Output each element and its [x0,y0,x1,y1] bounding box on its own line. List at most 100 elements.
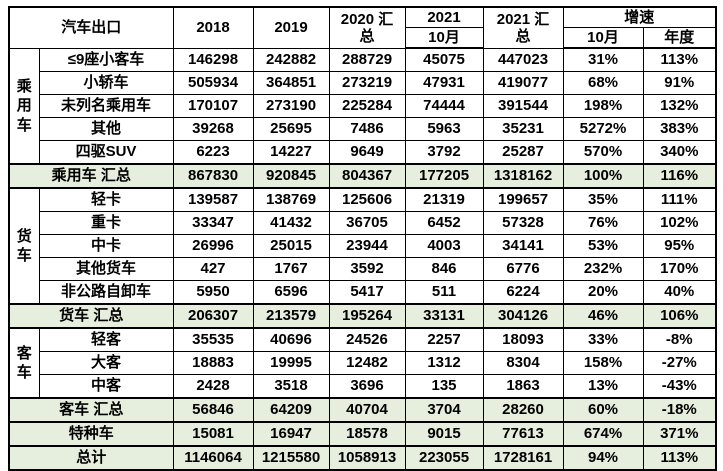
cell-value: 198% [562,94,644,118]
header-col-2021-total: 2021 汇 总 [482,6,564,49]
cell-value: 505934 [172,71,254,95]
cell-value: 364851 [252,71,330,95]
cell-value: 225284 [328,94,406,118]
cell-value: 94% [562,445,644,471]
cell-value: 46% [562,303,644,329]
cell-value: 1728161 [482,445,564,471]
row-label: 未列名乘用车 [38,94,174,118]
cell-value: 45075 [404,47,484,72]
table-row: 其他 39268 25695 7486 5963 35231 5272% 383% [9,117,717,141]
cell-value: 3518 [252,374,330,399]
cell-value: 138769 [252,187,330,212]
header-col-2020-total: 2020 汇 总 [328,6,406,49]
row-label: 轻客 [38,327,174,352]
table-row: 中卡 26996 25015 23944 4003 34141 53% 95% [9,234,717,258]
cell-value: 9015 [404,421,484,447]
cell-value: 804367 [328,163,406,189]
table-row: 客车 轻客 35535 40696 24526 2257 18093 33% -8% [8,327,717,399]
cell-value: 35231 [482,117,564,141]
row-label: 非公路自卸车 [38,280,174,305]
cell-value: 170% [642,257,717,281]
summary-row: 总计 1146064 1215580 1058913 223055 1728161 94% 1… [8,445,717,471]
cell-value: 25287 [482,140,564,165]
summary-label: 特种车 [8,421,174,447]
cell-value: 1215580 [252,445,330,471]
header-growth: 增速 [562,6,717,28]
cell-value: 6776 [482,257,564,281]
group-label: 货车 [8,187,40,305]
cell-value: 76% [562,211,644,235]
cell-value: 242882 [252,47,330,72]
cell-value: 3792 [404,140,484,165]
cell-value: 106% [642,303,717,329]
cell-value: 12482 [328,351,406,375]
group-label: 乘用车 [8,47,40,165]
cell-value: 206307 [172,303,254,329]
table-row: 小轿车 505934 364851 273219 47931 419077 68% 91% [9,71,717,95]
cell-value: 920845 [252,163,330,189]
cell-value: 146298 [172,47,254,72]
cell-value: 35535 [172,327,254,352]
cell-value: 77613 [482,421,564,447]
car-export-table: 汽车出口 2018 2019 2020 汇 总 2021 2021 汇 总增速 10月 10月… [8,6,718,471]
table-row: 非公路自卸车 5950 6596 5417 511 6224 20% 40% [9,280,717,305]
cell-value: 40% [642,280,717,305]
cell-value: 139587 [172,187,254,212]
cell-value: 102% [642,211,717,235]
row-label: ≤9座小客车 [38,47,174,72]
cell-value: 5272% [562,117,644,141]
cell-value: 39268 [172,117,254,141]
summary-row: 乘用车 汇总 867830 920845 804367 177205 1318162 100… [8,163,717,189]
cell-value: 23944 [328,234,406,258]
cell-value: 125606 [328,187,406,212]
cell-value: 1312 [404,351,484,375]
cell-value: 6223 [172,140,254,165]
cell-value: 391544 [482,94,564,118]
summary-row: 特种车 15081 16947 18578 9015 77613 674% 371% [8,421,717,447]
cell-value: 64209 [252,397,330,423]
cell-value: 3592 [328,257,406,281]
cell-value: 213579 [252,303,330,329]
cell-value: 16947 [252,421,330,447]
cell-value: 1058913 [328,445,406,471]
cell-value: -18% [642,397,717,423]
summary-row: 货车 汇总 206307 213579 195264 33131 304126 46% 106… [8,303,717,329]
cell-value: 111% [642,187,717,212]
cell-value: 18093 [482,327,564,352]
cell-value: 132% [642,94,717,118]
cell-value: 15081 [172,421,254,447]
header-col-2021-month: 10月 [404,27,484,49]
table-row: 重卡 33347 41432 36705 6452 57328 76% 102% [9,211,717,235]
cell-value: 1863 [482,374,564,399]
cell-value: 14227 [252,140,330,165]
table-body: 乘用车 ≤9座小客车 146298 242882 288729 45075 447023 31… [8,47,717,471]
cell-value: 34141 [482,234,564,258]
group-label: 客车 [8,327,40,399]
cell-value: 570% [562,140,644,165]
cell-value: 26996 [172,234,254,258]
summary-label: 客车 汇总 [8,397,174,423]
row-label: 四驱SUV [38,140,174,165]
cell-value: -8% [642,327,717,352]
cell-value: 25015 [252,234,330,258]
header-col-2018: 2018 [172,6,254,49]
cell-value: -43% [642,374,717,399]
cell-value: 273219 [328,71,406,95]
table-row: 未列名乘用车 170107 273190 225284 74444 391544 198% 1… [9,94,717,118]
cell-value: 3704 [404,397,484,423]
cell-value: 40704 [328,397,406,423]
cell-value: 199657 [482,187,564,212]
cell-value: 33131 [404,303,484,329]
cell-value: 47931 [404,71,484,95]
cell-value: 223055 [404,445,484,471]
cell-value: 273190 [252,94,330,118]
cell-value: 31% [562,47,644,72]
cell-value: 18883 [172,351,254,375]
cell-value: 7486 [328,117,406,141]
header-corner-title: 汽车出口 [8,6,174,49]
summary-label: 乘用车 汇总 [8,163,174,189]
cell-value: 371% [642,421,717,447]
cell-value: 20% [562,280,644,305]
cell-value: 1146064 [172,445,254,471]
